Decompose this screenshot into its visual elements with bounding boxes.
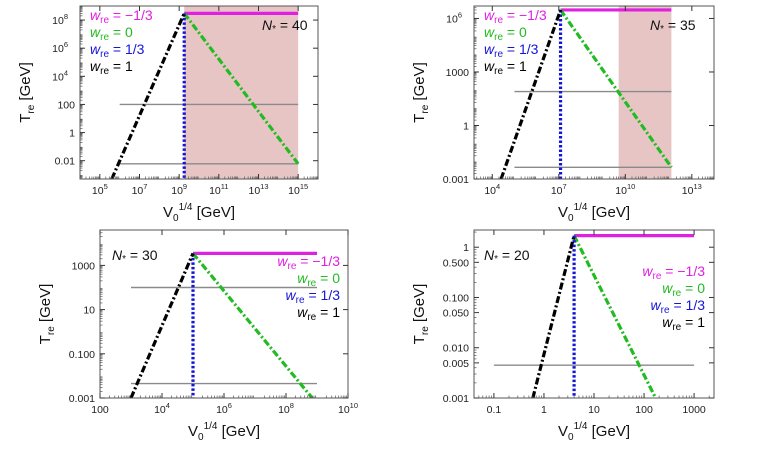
y-tick-label: 0.001 [443, 174, 469, 186]
x-tick-label: 104 [154, 401, 170, 416]
y-tick-label: 1 [463, 242, 469, 254]
chart-panel-top-left: 105 107 109 1011 1013 1015 0.01 1 100 104 106 108 V0… [17, 5, 319, 224]
shaded-region [184, 6, 299, 179]
x-axis-label: V01/4 [GeV] [558, 202, 630, 224]
x-tick-label: 1013 [682, 182, 702, 197]
x-tick-label: 108 [278, 401, 294, 416]
series-line-3 [531, 235, 576, 398]
n-star-annotation: N* = 40 [262, 17, 308, 35]
legend-item: wre = 1 [662, 314, 705, 333]
y-tick-label: 106 [52, 40, 68, 55]
plot-area [129, 251, 317, 398]
x-tick-label: 105 [92, 182, 108, 197]
x-tick-label: 0.1 [487, 404, 502, 416]
y-tick-label: 100 [57, 99, 75, 111]
legend-item: wre = −1/3 [484, 7, 547, 26]
x-tick-label: 1010 [338, 401, 358, 416]
chart-panel-bottom-right: 0.1 1 10 100 1000 0.001 0.005 0.010 0.050 0.100 0.… [411, 229, 715, 443]
y-tick-label: 0.100 [69, 349, 95, 361]
legend-item: wre = 0 [90, 24, 133, 43]
plot-area [493, 234, 695, 398]
x-tick-label: 100 [91, 404, 109, 416]
series-line-3 [499, 9, 563, 179]
x-tick-label: 1011 [209, 182, 228, 197]
y-tick-label: 0.001 [443, 393, 469, 405]
n-star-annotation: N* = 35 [650, 17, 696, 35]
x-axis-label: V01/4 [GeV] [558, 421, 630, 443]
legend-item: wre = 1 [297, 304, 340, 323]
y-tick-label: 1000 [72, 260, 96, 272]
y-tick-label: 1 [463, 120, 469, 132]
y-tick-label: 0.500 [443, 257, 469, 269]
x-tick-label: 109 [171, 182, 187, 197]
y-axis-label: Tre [GeV] [411, 284, 431, 345]
x-tick-label: 1010 [615, 182, 635, 197]
chart-panel-top-right: 104 107 1010 1013 0.001 1 1000 106 V01/4 [GeV] Tr… [411, 5, 715, 224]
y-axis-label: Tre [GeV] [37, 284, 57, 345]
y-tick-label: 104 [52, 68, 68, 83]
x-tick-label: 1015 [288, 182, 308, 197]
y-tick-label: 0.01 [55, 156, 76, 168]
legend-item: wre = 1/3 [90, 41, 145, 60]
x-tick-label: 10 [588, 404, 600, 416]
legend-item: wre = 1/3 [484, 41, 539, 60]
n-star-annotation: N* = 30 [112, 247, 158, 265]
y-tick-label: 0.010 [443, 343, 469, 355]
legend-item: wre = −1/3 [277, 253, 340, 272]
y-axis-label: Tre [GeV] [17, 62, 37, 123]
y-tick-label: 10 [83, 305, 95, 317]
legend-item: wre = 0 [297, 270, 340, 289]
legend-item: wre = 1/3 [651, 297, 706, 316]
legend-item: wre = 1 [484, 58, 527, 77]
y-tick-label: 108 [52, 12, 68, 27]
series-line-3 [110, 12, 186, 179]
plot-area [499, 6, 673, 179]
chart-panel-bottom-left: 100 104 106 108 1010 0.001 0.100 10 1000 V01/4 [G… [37, 229, 358, 443]
y-tick-label: 0.100 [443, 292, 469, 304]
y-tick-label: 1 [69, 128, 75, 140]
y-tick-label: 1000 [446, 67, 470, 79]
plot-area [110, 6, 300, 179]
n-star-annotation: N* = 20 [484, 247, 530, 265]
y-tick-label: 0.001 [69, 393, 95, 405]
y-tick-label: 106 [446, 10, 462, 25]
x-axis-label: V01/4 [GeV] [188, 421, 260, 443]
y-tick-label: 0.005 [443, 358, 469, 370]
series-line-1 [191, 252, 314, 398]
x-tick-label: 1000 [682, 404, 706, 416]
y-tick-label: 0.050 [443, 308, 469, 320]
legend-item: wre = 0 [662, 280, 705, 299]
legend-item: wre = 0 [484, 24, 527, 43]
x-tick-label: 104 [484, 182, 500, 197]
series-line-1 [572, 234, 658, 398]
legend-item: wre = 1 [90, 58, 133, 77]
x-tick-label: 1 [541, 404, 547, 416]
x-tick-label: 100 [635, 404, 653, 416]
x-tick-label: 107 [132, 182, 148, 197]
x-tick-label: 106 [216, 401, 232, 416]
y-axis-label: Tre [GeV] [411, 62, 431, 123]
x-tick-label: 107 [551, 182, 567, 197]
series-line-1 [559, 9, 673, 169]
x-tick-label: 1013 [248, 182, 268, 197]
legend-item: wre = −1/3 [90, 7, 153, 26]
legend-item: wre = −1/3 [642, 263, 705, 282]
shaded-region [618, 6, 672, 179]
x-axis-label: V01/4 [GeV] [163, 202, 235, 224]
legend-item: wre = 1/3 [286, 287, 341, 306]
series-line-1 [182, 12, 300, 165]
series-line-3 [129, 252, 195, 398]
